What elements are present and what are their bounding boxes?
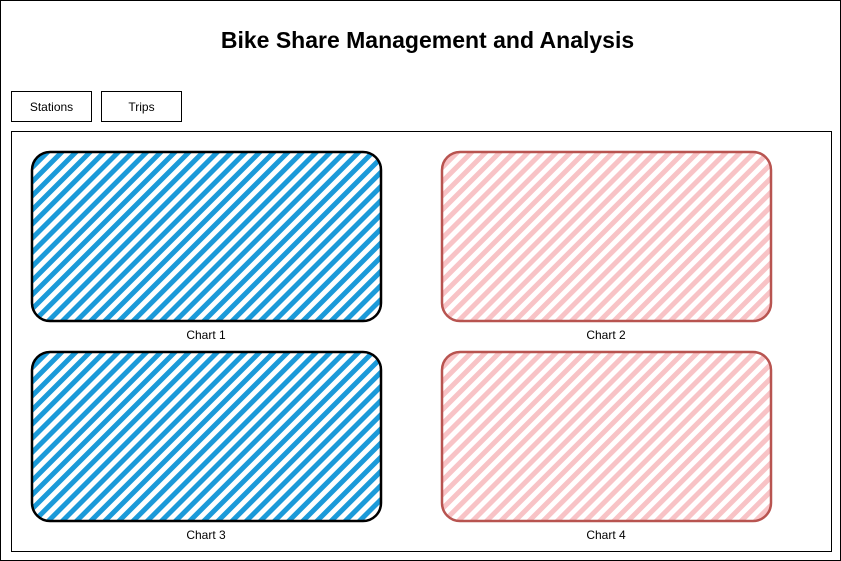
chart-1-placeholder[interactable] bbox=[30, 150, 383, 323]
chart-1-graphic bbox=[30, 150, 383, 323]
chart-1-shape bbox=[30, 150, 383, 323]
chart-4-placeholder[interactable] bbox=[440, 350, 793, 523]
chart-2-graphic bbox=[440, 150, 773, 323]
chart-1-label: Chart 1 bbox=[186, 328, 226, 342]
tab-stations[interactable]: Stations bbox=[11, 91, 92, 122]
page-title: Bike Share Management and Analysis bbox=[220, 27, 635, 53]
chart-2-placeholder[interactable] bbox=[440, 150, 793, 323]
chart-4-label: Chart 4 bbox=[586, 528, 626, 542]
chart-3-label: Chart 3 bbox=[186, 528, 226, 542]
chart-3-placeholder[interactable] bbox=[30, 350, 383, 523]
chart-2-label: Chart 2 bbox=[586, 328, 626, 342]
chart-3-graphic bbox=[30, 350, 383, 523]
chart-4-graphic bbox=[440, 350, 773, 523]
tab-trips[interactable]: Trips bbox=[101, 91, 182, 122]
chart-3-shape bbox=[30, 350, 383, 523]
chart-4-shape bbox=[440, 350, 773, 523]
chart-2-shape bbox=[440, 150, 773, 323]
